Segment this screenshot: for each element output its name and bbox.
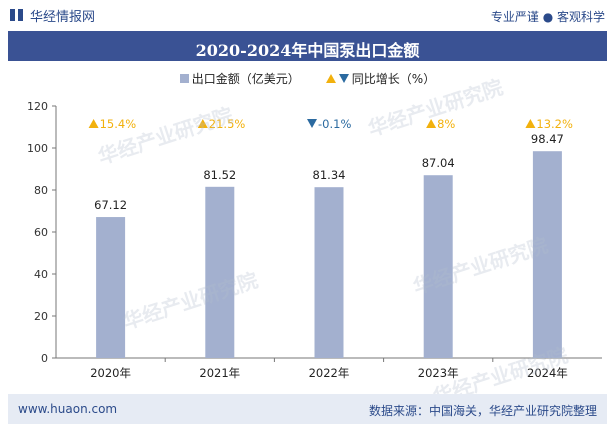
x-tick-label: 2020年: [90, 366, 131, 380]
bar-value-label: 98.47: [531, 132, 564, 146]
legend-item-export-value[interactable]: 出口金额（亿美元）: [179, 69, 300, 87]
growth-up-marker: [525, 119, 536, 128]
growth-label: 15.4%: [100, 117, 137, 131]
y-tick-label: 60: [34, 226, 48, 239]
y-tick-label: 80: [34, 184, 48, 197]
bar: [205, 186, 235, 358]
brand-logo-icon: [10, 8, 24, 22]
growth-label: 13.2%: [536, 117, 573, 131]
growth-label: 8%: [437, 117, 455, 131]
growth-up-marker: [197, 119, 208, 128]
x-tick-label: 2024年: [527, 366, 568, 380]
top-bar: 华经情报网 专业严谨 ● 客观科学: [0, 0, 615, 30]
title-bar: 2020-2024年中国泵出口金额: [8, 31, 607, 61]
bar-value-label: 81.52: [203, 168, 236, 182]
legend-label-export-value: 出口金额（亿美元）: [191, 71, 300, 86]
growth-label: -0.1%: [318, 117, 351, 131]
tagline: 专业严谨 ● 客观科学: [490, 10, 605, 24]
growth-up-marker: [426, 119, 437, 128]
chart-title: 2020-2024年中国泵出口金额: [195, 41, 420, 60]
y-tick-label: 40: [34, 268, 48, 281]
legend: 出口金额（亿美元） 同比增长（%）: [0, 69, 615, 87]
bar-value-label: 67.12: [94, 198, 127, 212]
footer-url[interactable]: www.huaon.com: [18, 402, 118, 416]
bar-value-label: 81.34: [313, 168, 346, 182]
legend-item-growth[interactable]: 同比增长（%）: [325, 69, 436, 87]
brand[interactable]: 华经情报网: [10, 6, 96, 25]
bar: [96, 217, 126, 358]
y-tick-label: 0: [41, 352, 48, 365]
bar-chart: 0 20 40 60 80 100 120 67.12 2020年 15.4% 81.52 2021年…: [27, 100, 602, 380]
x-tick-label: 2022年: [309, 366, 350, 380]
bar-value-label: 87.04: [422, 156, 455, 170]
growth-label: 21.5%: [209, 117, 246, 131]
bar: [314, 187, 344, 358]
growth-up-marker: [88, 119, 99, 128]
growth-down-marker: [307, 119, 317, 128]
triangle-down-icon: [338, 73, 349, 83]
y-tick-label: 100: [27, 142, 48, 155]
footer-source: 数据来源：中国海关，华经产业研究院整理: [368, 404, 597, 418]
bar-swatch-icon: [179, 73, 189, 83]
footer: www.huaon.com 数据来源：中国海关，华经产业研究院整理: [8, 394, 607, 424]
y-tick-label: 20: [34, 310, 48, 323]
triangle-up-icon: [325, 73, 336, 83]
bar: [532, 151, 562, 358]
x-tick-label: 2023年: [418, 366, 459, 380]
y-tick-label: 120: [27, 100, 48, 113]
legend-label-growth: 同比增长（%）: [351, 71, 436, 86]
x-tick-label: 2021年: [199, 366, 240, 380]
bar: [423, 175, 453, 358]
brand-name: 华经情报网: [30, 9, 96, 25]
